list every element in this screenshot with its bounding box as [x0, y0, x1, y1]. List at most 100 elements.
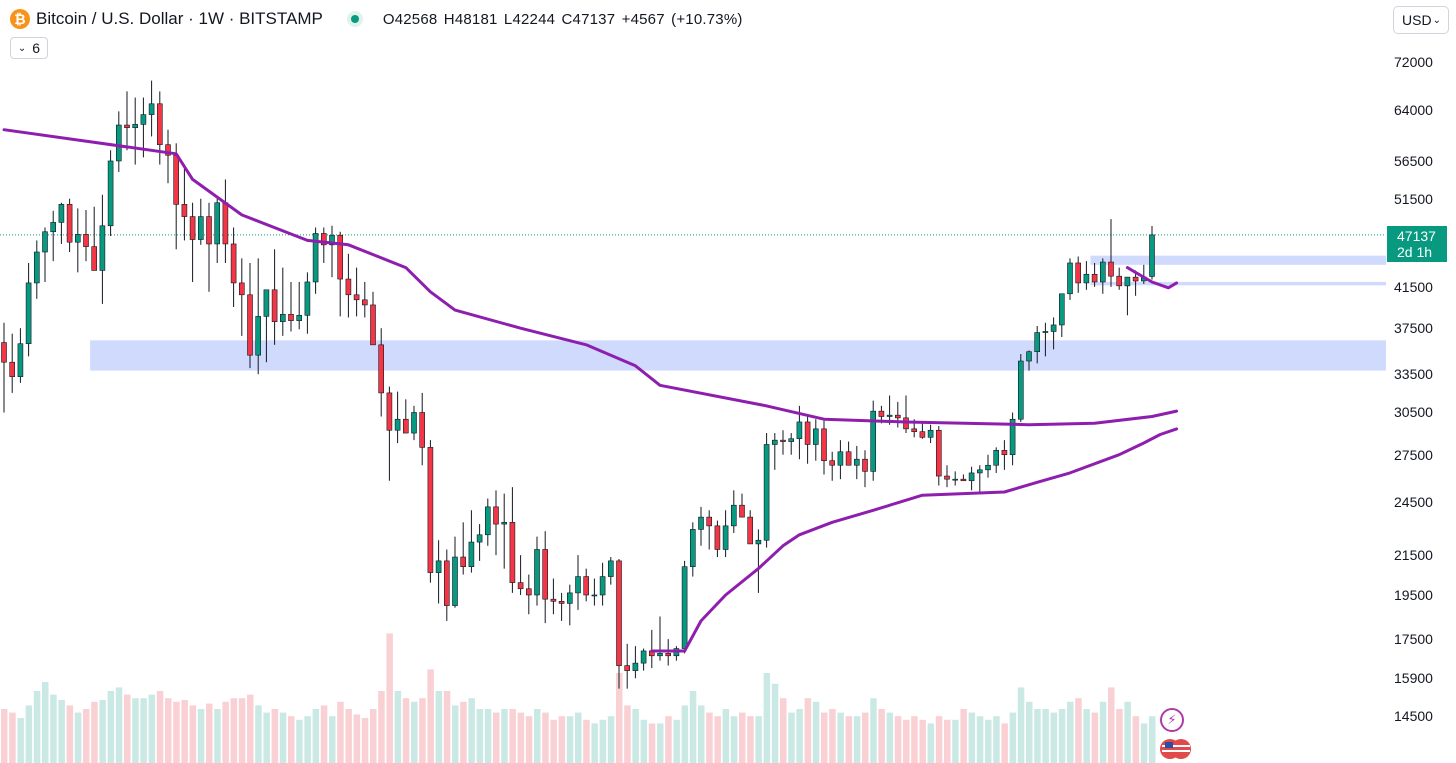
candle [329, 225, 335, 278]
volume-bar [509, 709, 516, 763]
chevron-down-icon: ⌄ [1432, 14, 1441, 26]
market-status-icon[interactable] [346, 11, 363, 27]
volume-bar [140, 698, 147, 763]
candle [575, 555, 581, 610]
candle [550, 578, 557, 615]
candle [886, 395, 893, 425]
candle [894, 401, 901, 428]
volume-bar [345, 709, 352, 763]
volume-bar [1067, 701, 1074, 763]
candle [435, 540, 442, 604]
volume-bar [829, 709, 836, 763]
currency-select[interactable]: USD ⌄ [1393, 6, 1449, 34]
volume-bar [927, 723, 935, 763]
volume-bar [624, 705, 631, 763]
candle [476, 524, 483, 561]
candle [1132, 270, 1139, 296]
volume-bar [91, 701, 98, 763]
candle [968, 466, 975, 491]
candle [148, 80, 155, 137]
candle [755, 529, 762, 593]
volume-bar [935, 716, 943, 763]
volume-bar [83, 709, 90, 763]
candle [165, 129, 171, 184]
candle [230, 227, 237, 307]
volume-bar [288, 716, 295, 763]
volume-bar [468, 698, 475, 763]
volume-bar [501, 709, 508, 763]
candle [353, 267, 360, 317]
candle [616, 558, 622, 689]
volume-bar [206, 703, 213, 763]
candle [739, 493, 745, 518]
volume-bar [476, 709, 484, 763]
volume-bar [271, 709, 279, 763]
zone-2 [1090, 281, 1386, 286]
volume-bar [1149, 716, 1156, 763]
flash-alert-icon[interactable]: ⚡ [1160, 708, 1184, 732]
candle [91, 206, 97, 271]
volume-bar [279, 712, 287, 763]
zone-0 [90, 340, 1387, 371]
volume-bar [493, 712, 500, 763]
volume-bar [599, 719, 607, 763]
candle [206, 202, 212, 292]
volume-bar [747, 716, 754, 763]
candle [1100, 258, 1106, 294]
volume-bar [378, 691, 385, 763]
candle [1075, 256, 1081, 293]
volume-bar [1091, 712, 1099, 763]
moving-average-1 [650, 427, 1179, 653]
us-flag-icon[interactable] [1160, 737, 1192, 761]
volume-bar [993, 716, 1000, 763]
candle [1034, 326, 1040, 364]
volume-bar [484, 709, 492, 763]
indicators-count: 6 [32, 40, 41, 56]
volume-bar [657, 723, 664, 763]
candle [558, 592, 565, 621]
chevron-down-icon: ⌄ [17, 42, 27, 54]
volume-bar [591, 723, 598, 763]
candle [42, 227, 48, 282]
volume-bar [1083, 709, 1090, 763]
volume-bar [156, 691, 164, 763]
candle [960, 474, 967, 482]
price-tick-label: 56500 [1394, 152, 1433, 169]
volume-bar [33, 691, 41, 763]
volume-bar [419, 698, 426, 763]
candle [189, 202, 196, 282]
price-tick-label: 17500 [1394, 631, 1433, 648]
volume-bar [132, 698, 139, 763]
candle [509, 487, 516, 593]
candle [534, 536, 540, 606]
indicators-toggle-button[interactable]: ⌄ 6 [10, 37, 48, 59]
candle [1083, 261, 1090, 290]
volume-bar [976, 716, 984, 763]
candle [107, 150, 114, 237]
price-tick-label: 27500 [1394, 446, 1433, 463]
candle [386, 386, 393, 481]
symbol-title[interactable]: Bitcoin / U.S. Dollar · 1W · BITSTAMP [36, 9, 323, 28]
candle [279, 267, 286, 336]
moving-average-2 [1125, 266, 1179, 290]
volume-bar [1116, 709, 1123, 763]
volume-bar [411, 701, 418, 763]
volume-bar [124, 694, 131, 763]
volume-bar [337, 701, 344, 763]
last-price-value: 47137 [1397, 228, 1436, 244]
candle [591, 578, 598, 606]
volume-bar [673, 719, 680, 763]
candle [1017, 354, 1024, 422]
volume-bar [542, 712, 549, 763]
volume-bar [886, 712, 894, 763]
price-tick-label: 19500 [1394, 586, 1433, 603]
volume-bar [845, 716, 853, 763]
volume-layer [1, 633, 1156, 763]
volume-bar [402, 698, 410, 763]
candle [1009, 412, 1016, 466]
candles-layer [1, 80, 1155, 689]
candle [50, 210, 57, 262]
volume-bar [1034, 709, 1041, 763]
candle [198, 198, 204, 245]
